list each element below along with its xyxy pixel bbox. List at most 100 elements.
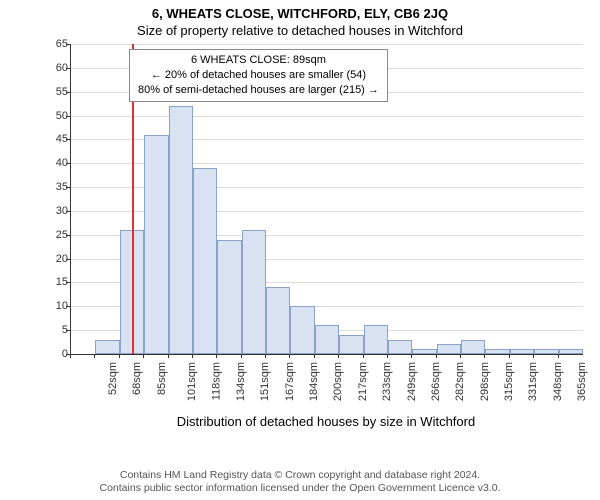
x-tick-mark [533, 354, 534, 358]
y-tick-label: 0 [40, 348, 68, 360]
y-tick-label: 15 [40, 276, 68, 288]
x-tick-label: 118sqm [210, 362, 222, 400]
y-tick-label: 40 [40, 157, 68, 169]
x-tick-mark [216, 354, 217, 358]
x-tick-mark [363, 354, 364, 358]
x-tick-mark [289, 354, 290, 358]
histogram-bar [461, 340, 485, 354]
y-tick-label: 20 [40, 253, 68, 265]
histogram-bar [242, 230, 266, 354]
y-tick-label: 55 [40, 86, 68, 98]
annotation-box: 6 WHEATS CLOSE: 89sqm ← 20% of detached … [129, 49, 388, 102]
x-tick-mark [94, 354, 95, 358]
x-tick-label: 282sqm [454, 362, 466, 401]
x-tick-mark [314, 354, 315, 358]
y-tick-mark [66, 282, 70, 283]
y-tick-mark [66, 259, 70, 260]
histogram-bar [534, 349, 558, 354]
x-tick-label: 298sqm [479, 362, 491, 401]
histogram-bar [339, 335, 363, 354]
histogram-bar [315, 325, 339, 354]
y-tick-label: 5 [40, 324, 68, 336]
y-tick-label: 35 [40, 181, 68, 193]
histogram-chart: Number of detached properties 6 WHEATS C… [48, 44, 588, 394]
x-tick-mark [168, 354, 169, 358]
y-tick-label: 30 [40, 205, 68, 217]
gridline [71, 44, 583, 45]
y-tick-mark [66, 330, 70, 331]
x-tick-mark [143, 354, 144, 358]
y-tick-mark [66, 116, 70, 117]
histogram-bar [266, 287, 290, 354]
x-tick-mark [460, 354, 461, 358]
x-tick-label: 134sqm [235, 362, 247, 401]
y-tick-mark [66, 139, 70, 140]
y-tick-mark [66, 44, 70, 45]
y-tick-label: 25 [40, 229, 68, 241]
x-tick-mark [70, 354, 71, 358]
histogram-bar [169, 106, 193, 354]
x-tick-mark [387, 354, 388, 358]
x-tick-mark [558, 354, 559, 358]
histogram-bar [144, 135, 168, 354]
page-address-title: 6, WHEATS CLOSE, WITCHFORD, ELY, CB6 2JQ [0, 0, 600, 21]
y-tick-mark [66, 68, 70, 69]
plot-area: 6 WHEATS CLOSE: 89sqm ← 20% of detached … [70, 44, 583, 355]
x-tick-label: 184sqm [308, 362, 320, 401]
y-tick-label: 65 [40, 38, 68, 50]
x-tick-mark [192, 354, 193, 358]
y-tick-label: 50 [40, 110, 68, 122]
x-tick-label: 233sqm [381, 362, 393, 401]
x-tick-label: 167sqm [284, 362, 296, 401]
histogram-bar [217, 240, 241, 354]
x-tick-label: 249sqm [406, 362, 418, 401]
x-tick-label: 266sqm [430, 362, 442, 401]
histogram-bar [95, 340, 119, 354]
footer-attribution: Contains HM Land Registry data © Crown c… [0, 469, 600, 496]
histogram-bar [437, 344, 461, 354]
footer-line-1: Contains HM Land Registry data © Crown c… [0, 469, 600, 483]
x-tick-mark [119, 354, 120, 358]
annotation-line-2: ← 20% of detached houses are smaller (54… [138, 68, 379, 83]
x-axis-label: Distribution of detached houses by size … [70, 414, 582, 429]
x-tick-label: 200sqm [333, 362, 345, 401]
y-tick-label: 60 [40, 62, 68, 74]
x-tick-label: 365sqm [576, 362, 588, 401]
x-tick-mark [411, 354, 412, 358]
x-tick-label: 52sqm [107, 362, 119, 395]
x-tick-label: 85sqm [156, 362, 168, 395]
y-tick-mark [66, 235, 70, 236]
histogram-bar [388, 340, 412, 354]
x-tick-label: 68sqm [131, 362, 143, 395]
y-tick-mark [66, 163, 70, 164]
x-tick-mark [338, 354, 339, 358]
annotation-line-3: 80% of semi-detached houses are larger (… [138, 83, 379, 98]
gridline [71, 116, 583, 117]
x-tick-mark [265, 354, 266, 358]
y-tick-label: 45 [40, 133, 68, 145]
x-tick-label: 151sqm [259, 362, 271, 401]
x-tick-label: 348sqm [552, 362, 564, 401]
y-tick-mark [66, 211, 70, 212]
annotation-line-1: 6 WHEATS CLOSE: 89sqm [138, 53, 379, 68]
y-tick-mark [66, 187, 70, 188]
histogram-bar [290, 306, 314, 354]
x-tick-label: 101sqm [186, 362, 198, 401]
footer-line-2: Contains public sector information licen… [0, 482, 600, 496]
x-tick-label: 217sqm [357, 362, 369, 401]
x-tick-mark [484, 354, 485, 358]
histogram-bar [364, 325, 388, 354]
y-tick-label: 10 [40, 300, 68, 312]
y-tick-mark [66, 306, 70, 307]
y-tick-mark [66, 92, 70, 93]
histogram-bar [485, 349, 509, 354]
histogram-bar [510, 349, 534, 354]
histogram-bar [412, 349, 436, 354]
histogram-bar [193, 168, 217, 354]
page-subtitle: Size of property relative to detached ho… [0, 21, 600, 38]
x-tick-label: 315sqm [503, 362, 515, 401]
histogram-bar [559, 349, 583, 354]
x-tick-label: 331sqm [528, 362, 540, 401]
x-tick-mark [241, 354, 242, 358]
x-tick-mark [436, 354, 437, 358]
